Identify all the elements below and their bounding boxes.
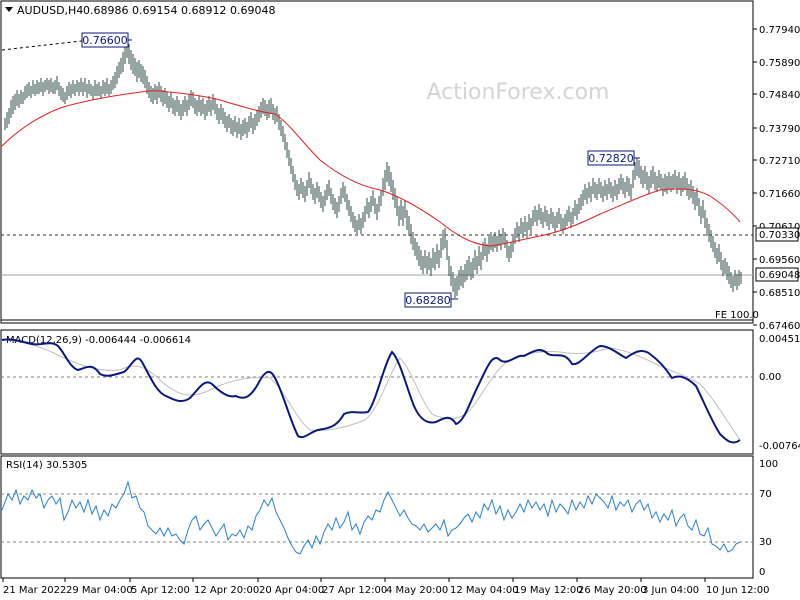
time-tick: 26 May 20:00	[576, 578, 647, 596]
rsi-tick-label: 70	[759, 489, 772, 500]
moving-average-line	[1, 90, 741, 247]
trend-line	[1, 39, 91, 51]
time-tick: 12 May 04:00	[448, 578, 519, 596]
hline-price-tag-text: 0.70330	[759, 230, 800, 241]
time-tick: 10 Jun 12:00	[704, 578, 770, 596]
time-tick-label: 4 May 20:00	[386, 585, 448, 596]
macd-tick-label: -0.007647	[759, 441, 800, 452]
price-series	[4, 42, 742, 298]
price-tick-label: 0.71660	[759, 189, 800, 200]
instrument-label: AUDUSD,H4	[17, 4, 83, 17]
annotation-low1-text: 0.68280	[405, 294, 451, 307]
price-tick-label: 0.73790	[759, 124, 800, 135]
price-axis: 0.77940 0.75890 0.74840 0.73790 0.72710 …	[753, 25, 800, 332]
fe-label: FE 100.0	[715, 310, 759, 321]
time-tick: 19 May 12:00	[512, 578, 583, 596]
annotation-high2: 0.72820	[587, 150, 640, 166]
macd-tick-label: 0.004516	[759, 334, 800, 345]
price-tick: 0.75890	[753, 58, 800, 69]
macd-tick-label: 0.00	[759, 372, 781, 383]
macd-pane: MACD(12,26,9) -0.006444 -0.006614 0.0045…	[0, 329, 800, 455]
price-tick-label: 0.68510	[759, 288, 800, 299]
time-tick-label: 3 Jun 04:00	[642, 585, 699, 596]
time-tick: 5 Apr 12:00	[129, 578, 190, 596]
time-tick: 3 Jun 04:00	[640, 578, 699, 596]
annotation-high1: 0.76600	[81, 32, 132, 48]
price-tick-label: 0.75890	[759, 58, 800, 69]
time-tick-label: 21 Mar 2022	[3, 585, 66, 596]
time-tick: 27 Apr 12:00	[320, 578, 387, 596]
watermark: ActionForex.com	[427, 80, 610, 105]
time-tick: 21 Mar 2022	[2, 578, 66, 596]
rsi-label: RSI(14) 30.5305	[6, 460, 87, 471]
annotation-high2-text: 0.72820	[588, 152, 634, 165]
price-tick-label: 0.69560	[759, 255, 800, 266]
price-tick: 0.77940	[753, 25, 800, 36]
rsi-pane: RSI(14) 30.5305 100 70 30 0	[0, 455, 778, 579]
annotation-high1-text: 0.76600	[82, 34, 128, 47]
collapse-arrow-icon[interactable]	[5, 7, 13, 12]
time-tick-label: 12 Apr 20:00	[194, 585, 259, 596]
price-pane: ActionForex.com AUDUSD,H4 0.68986 0.6915…	[0, 0, 800, 332]
price-tick: 0.69560	[753, 255, 800, 266]
rsi-line	[1, 480, 741, 555]
price-tick: 0.72710	[753, 156, 800, 167]
time-tick-label: 20 Apr 04:00	[259, 585, 324, 596]
price-tick: 0.74840	[753, 90, 800, 101]
price-tick-label: 0.67460	[759, 321, 800, 332]
price-tick-label: 0.74840	[759, 90, 800, 101]
price-tick-label: 0.77940	[759, 25, 800, 36]
candles-path	[4, 42, 742, 298]
time-tick: 12 Apr 20:00	[192, 578, 259, 596]
current-price-tag: 0.69048	[755, 267, 800, 282]
macd-signal-line	[1, 339, 741, 441]
time-tick: 4 May 20:00	[384, 578, 448, 596]
time-tick-label: 27 Apr 12:00	[322, 585, 387, 596]
macd-label: MACD(12,26,9) -0.006444 -0.006614	[6, 335, 191, 346]
annotation-low1: 0.68280	[404, 292, 458, 308]
macd-main-line	[1, 338, 741, 444]
price-tick: 0.68510	[753, 288, 800, 299]
time-tick-label: 12 May 04:00	[450, 585, 519, 596]
price-tick: 0.71660	[753, 189, 800, 200]
time-tick: 20 Apr 04:00	[257, 578, 324, 596]
time-axis: 21 Mar 2022 29 Mar 04:00 5 Apr 12:00 12 …	[2, 578, 770, 596]
rsi-tick-label: 0	[759, 567, 765, 578]
rsi-axis: 100 70 30 0	[759, 459, 778, 578]
time-tick-label: 29 Mar 04:00	[66, 585, 133, 596]
time-tick-label: 19 May 12:00	[514, 585, 583, 596]
current-price-tag-text: 0.69048	[759, 270, 800, 281]
time-tick: 29 Mar 04:00	[64, 578, 133, 596]
price-tick-label: 0.72710	[759, 156, 800, 167]
time-tick-label: 10 Jun 12:00	[706, 585, 770, 596]
time-tick-label: 5 Apr 12:00	[131, 585, 190, 596]
rsi-tick-label: 30	[759, 537, 772, 548]
rsi-tick-label: 100	[759, 459, 778, 470]
price-tick: 0.67460	[753, 321, 800, 332]
ohlc-readout: 0.68986 0.69154 0.68912 0.69048	[83, 4, 275, 17]
hline-price-tag: 0.70330	[755, 227, 800, 242]
time-tick-label: 26 May 20:00	[578, 585, 647, 596]
price-tick: 0.73790	[753, 124, 800, 135]
macd-axis: 0.004516 0.00 -0.007647	[759, 334, 800, 452]
